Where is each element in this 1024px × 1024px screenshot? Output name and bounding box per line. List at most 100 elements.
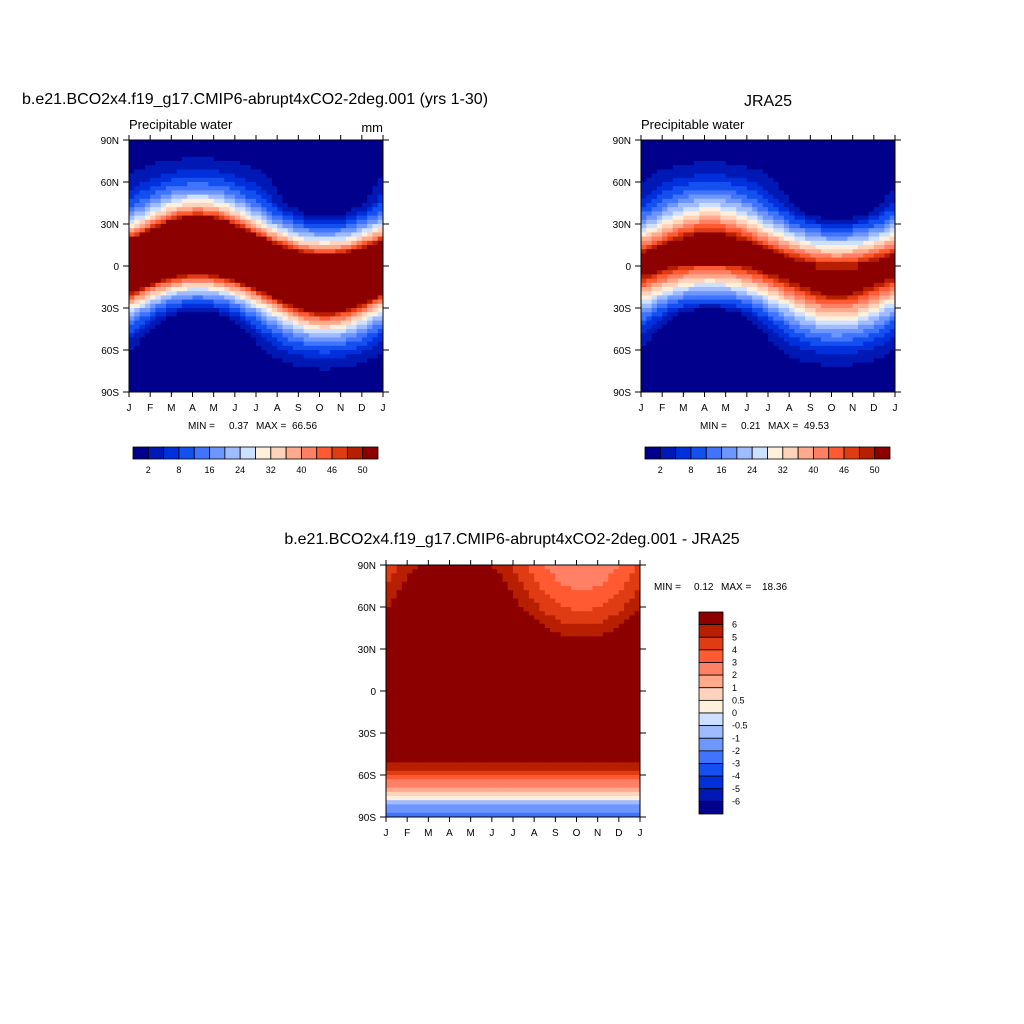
contour-cell [340, 236, 347, 242]
contour-cell [873, 156, 880, 162]
contour-cell [129, 144, 135, 149]
contour-cell [768, 173, 774, 179]
contour-cell [773, 312, 779, 317]
contour-cell [129, 236, 135, 242]
x-tick-label: A [189, 403, 196, 414]
contour-cell [218, 287, 225, 292]
contour-cell [879, 236, 885, 242]
contour-cell [662, 165, 668, 170]
contour-cell [314, 303, 320, 309]
contour-cell [171, 345, 178, 351]
contour-cell [889, 257, 896, 263]
contour-cell [166, 140, 172, 145]
contour-cell [815, 194, 822, 200]
contour-cell [768, 291, 774, 296]
contour-cell [741, 228, 748, 233]
contour-cell [783, 203, 790, 208]
contour-cell [308, 354, 315, 359]
contour-cell [826, 303, 832, 309]
contour-cell [672, 198, 679, 204]
contour-cell [150, 387, 156, 393]
contour-cell [762, 144, 769, 149]
contour-cell [293, 341, 299, 347]
contour-cell [335, 219, 342, 225]
contour-cell [335, 270, 342, 275]
contour-cell [293, 375, 299, 380]
contour-cell [298, 261, 305, 267]
contour-cell [752, 270, 758, 275]
x-tick-label: M [209, 403, 217, 414]
contour-cell [730, 186, 737, 191]
contour-cell [884, 261, 891, 267]
contour-cell [646, 215, 652, 221]
contour-cell [293, 173, 299, 179]
contour-cell [746, 270, 753, 275]
contour-cell [741, 144, 748, 149]
contour-cell [150, 312, 156, 317]
contour-cell [277, 303, 283, 309]
contour-cell [271, 308, 278, 313]
contour-cell [144, 362, 151, 368]
contour-cell [831, 253, 838, 258]
contour-cell [192, 211, 199, 216]
contour-cell [303, 383, 310, 389]
contour-cell [730, 278, 737, 284]
contour-cell [641, 291, 647, 296]
contour-cell [678, 219, 684, 225]
contour-cell [810, 215, 817, 221]
contour-cell [129, 261, 135, 267]
contour-cell [757, 287, 764, 292]
contour-cell [709, 186, 716, 191]
contour-cell [372, 190, 379, 195]
contour-cell [245, 282, 252, 288]
contour-cell [271, 375, 278, 380]
contour-cell [367, 253, 373, 258]
contour-cell [208, 219, 215, 225]
contour-cell [234, 366, 241, 372]
contour-cell [213, 253, 220, 258]
contour-cell [224, 329, 230, 334]
contour-cell [245, 287, 252, 292]
contour-cell [166, 224, 172, 229]
contour-cell [367, 169, 373, 174]
contour-cell [250, 299, 257, 305]
contour-cell [271, 350, 278, 355]
contour-cell [245, 219, 252, 225]
contour-cell [181, 282, 188, 288]
contour-cell [377, 228, 384, 233]
contour-cell [704, 291, 711, 296]
contour-cell [662, 144, 668, 149]
contour-cell [693, 295, 700, 300]
contour-cell [656, 274, 663, 279]
contour-cell [345, 177, 352, 183]
contour-cell [197, 152, 204, 158]
contour-cell [678, 282, 684, 288]
contour-cell [783, 190, 790, 195]
contour-cell [245, 278, 252, 284]
contour-cell [203, 152, 209, 158]
contour-cell [266, 253, 273, 258]
contour-cell [746, 219, 753, 225]
contour-cell [356, 308, 363, 313]
contour-cell [155, 320, 162, 326]
contour-cell [271, 358, 278, 363]
contour-cell [282, 375, 289, 380]
contour-cell [367, 270, 373, 275]
contour-cell [345, 266, 352, 271]
contour-cell [261, 215, 267, 221]
contour-cell [181, 387, 188, 393]
contour-cell [356, 383, 363, 389]
contour-cell [688, 257, 695, 263]
contour-cell [218, 173, 225, 179]
contour-cell [725, 144, 732, 149]
contour-cell [715, 282, 721, 288]
contour-cell [129, 337, 135, 342]
contour-cell [261, 337, 267, 342]
contour-cell [367, 173, 373, 179]
contour-cell [367, 312, 373, 317]
contour-cell [134, 190, 140, 195]
contour-cell [356, 333, 363, 338]
contour-cell [884, 198, 891, 204]
contour-cell [730, 236, 737, 242]
contour-cell [224, 182, 230, 187]
